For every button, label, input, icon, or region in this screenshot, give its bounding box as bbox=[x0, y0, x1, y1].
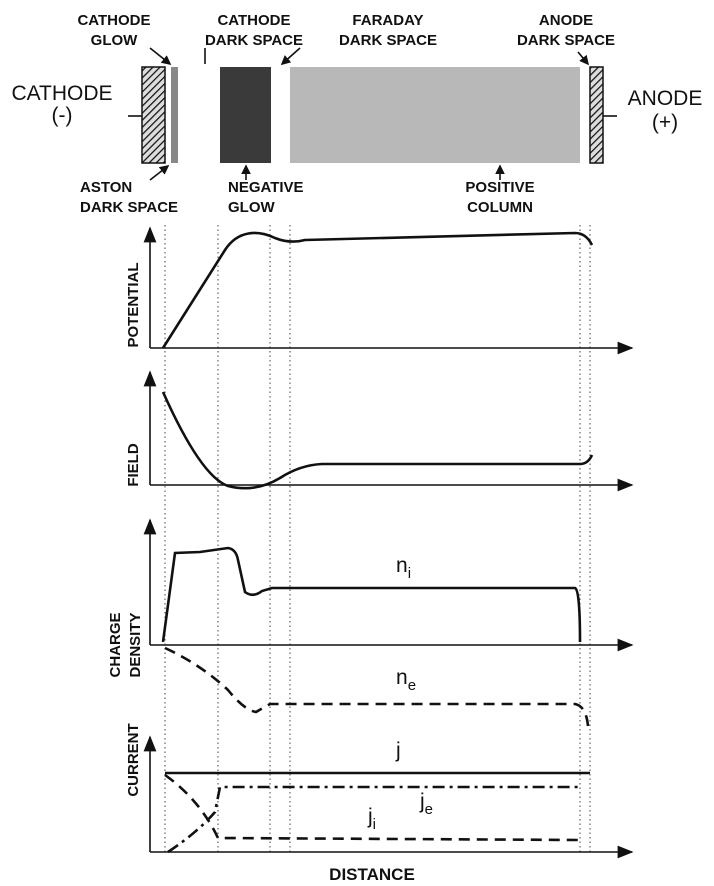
region-label: ASTON DARK SPACE bbox=[80, 179, 178, 216]
text-line: CHARGE bbox=[107, 612, 124, 677]
text-line: DARK SPACE bbox=[339, 32, 437, 49]
region-label: NEGATIVE GLOW bbox=[228, 179, 304, 216]
text-line: (+) bbox=[652, 111, 678, 134]
text-line: i bbox=[373, 816, 376, 833]
text-line: CURRENT bbox=[125, 723, 142, 796]
text-line: ASTON bbox=[80, 179, 132, 196]
text-line: GLOW bbox=[228, 199, 275, 216]
text-line: j bbox=[367, 805, 373, 828]
axes bbox=[143, 226, 634, 859]
text-line: ANODE bbox=[539, 12, 593, 29]
positive-column bbox=[290, 67, 580, 163]
text-line: CATHODE bbox=[217, 12, 290, 29]
text-line: COLUMN bbox=[467, 199, 533, 216]
text-line: j bbox=[395, 739, 401, 762]
x-axis-label: DISTANCE bbox=[329, 865, 415, 884]
cathode-electrode bbox=[141, 66, 166, 164]
curve-label: ne bbox=[396, 666, 416, 694]
tube bbox=[128, 47, 617, 181]
ion-current bbox=[164, 773, 581, 842]
text-line: e bbox=[408, 677, 416, 694]
anode-label: ANODE (+) bbox=[628, 87, 703, 134]
text-line: DARK SPACE bbox=[205, 32, 303, 49]
region-label: ANODE DARK SPACE bbox=[517, 12, 615, 49]
text-line: CATHODE bbox=[77, 12, 150, 29]
text-line: i bbox=[408, 565, 411, 582]
text-line: CATHODE bbox=[11, 82, 112, 105]
ion-density-curve bbox=[161, 546, 582, 643]
text-line: POTENTIAL bbox=[125, 263, 142, 348]
curve-label: ni bbox=[396, 554, 411, 582]
curve-label: j bbox=[395, 739, 401, 762]
text-line: NEGATIVE bbox=[228, 179, 304, 196]
curve-label: je bbox=[419, 790, 433, 818]
y-axis-label: FIELD bbox=[125, 443, 142, 486]
text-line: (-) bbox=[52, 104, 73, 127]
y-axis-label: CURRENT bbox=[125, 723, 142, 796]
text-line: FIELD bbox=[125, 443, 142, 486]
cathode-glow bbox=[171, 67, 178, 163]
curve-label: ji bbox=[367, 805, 376, 833]
region-label: CATHODE GLOW bbox=[77, 12, 150, 49]
text-line: DARK SPACE bbox=[80, 199, 178, 216]
y-axis-label: CHARGE DENSITY bbox=[107, 612, 144, 677]
potential-curve bbox=[161, 231, 594, 349]
text-line: n bbox=[396, 554, 408, 577]
cathode-label: CATHODE (-) bbox=[11, 82, 112, 127]
electron-density-curve bbox=[164, 646, 590, 727]
y-axis-label: POTENTIAL bbox=[125, 263, 142, 348]
text-line: DARK SPACE bbox=[517, 32, 615, 49]
text-line: n bbox=[396, 666, 408, 689]
region-label: POSITIVE COLUMN bbox=[465, 179, 534, 216]
region-label: CATHODE DARK SPACE bbox=[205, 12, 303, 49]
text-line: GLOW bbox=[91, 32, 138, 49]
text-line: j bbox=[419, 790, 425, 813]
negative-glow bbox=[220, 67, 271, 163]
field-curve bbox=[161, 391, 594, 490]
text-line: e bbox=[425, 801, 433, 818]
region-boundaries bbox=[164, 225, 591, 855]
anode-electrode bbox=[589, 66, 604, 164]
region-label: FARADAY DARK SPACE bbox=[339, 12, 437, 49]
text-line: ANODE bbox=[628, 87, 703, 110]
text-line: DENSITY bbox=[127, 612, 144, 677]
text-line: FARADAY bbox=[352, 12, 423, 29]
text-line: POSITIVE bbox=[465, 179, 534, 196]
electron-current bbox=[167, 785, 582, 854]
